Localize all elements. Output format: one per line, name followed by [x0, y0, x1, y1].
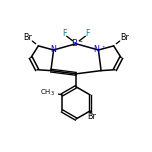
Text: $^{-}$: $^{-}$: [78, 39, 84, 45]
Text: $^{+}$: $^{+}$: [101, 45, 106, 50]
Text: F: F: [62, 29, 67, 38]
Text: N: N: [94, 45, 100, 54]
Text: F: F: [85, 29, 90, 38]
Text: Br: Br: [88, 112, 97, 121]
Text: N: N: [51, 45, 57, 54]
Text: Br: Br: [23, 33, 32, 42]
Text: Br: Br: [120, 33, 129, 42]
Text: CH$_3$: CH$_3$: [40, 88, 55, 98]
Text: B: B: [71, 39, 77, 48]
